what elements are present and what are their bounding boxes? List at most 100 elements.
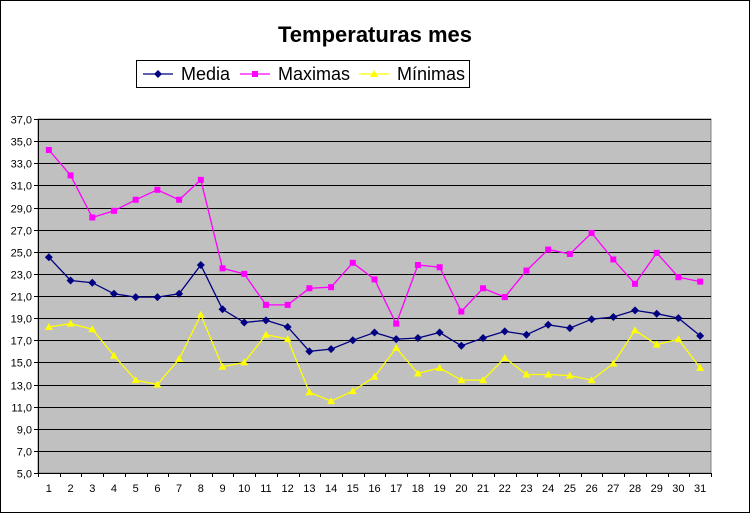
data-point-maximas [545, 246, 552, 253]
y-tick-label: 19,0 [11, 314, 32, 326]
data-point-minimas [175, 355, 184, 363]
data-point-media [435, 328, 444, 337]
data-point-minimas [457, 376, 466, 384]
data-point-minimas [66, 319, 75, 327]
data-point-minimas [88, 325, 97, 333]
y-tick-label: 5,0 [17, 469, 32, 481]
y-tick-label: 9,0 [17, 425, 32, 437]
x-tick-label: 2 [68, 483, 74, 495]
data-point-minimas [674, 335, 683, 343]
x-tick-label: 30 [672, 483, 684, 495]
data-point-minimas [131, 376, 140, 384]
data-point-minimas [565, 371, 574, 379]
data-point-minimas [44, 322, 53, 330]
y-tick-label: 23,0 [11, 270, 32, 282]
data-point-minimas [522, 370, 531, 378]
x-tick-label: 22 [499, 483, 511, 495]
data-point-maximas [480, 285, 487, 292]
x-tick-label: 28 [629, 483, 641, 495]
data-point-minimas [218, 362, 227, 370]
y-tick-label: 35,0 [11, 137, 32, 149]
data-point-minimas [327, 397, 336, 405]
data-point-maximas [436, 264, 443, 271]
data-point-media [652, 309, 661, 318]
data-point-minimas [652, 340, 661, 348]
x-tick-label: 24 [542, 483, 554, 495]
legend-label-media: Media [181, 64, 231, 84]
x-tick-label: 16 [368, 483, 380, 495]
x-tick-label: 12 [282, 483, 294, 495]
data-point-media [109, 289, 118, 298]
data-point-maximas [458, 308, 465, 315]
data-point-minimas [696, 363, 705, 371]
data-point-maximas [154, 186, 161, 193]
data-point-maximas [241, 270, 248, 277]
data-point-maximas [566, 250, 573, 257]
data-point-minimas [283, 335, 292, 343]
x-tick-label: 11 [260, 483, 271, 495]
x-tick-label: 10 [238, 483, 250, 495]
x-tick-label: 19 [434, 483, 446, 495]
data-point-minimas [109, 351, 118, 359]
data-point-maximas [632, 280, 639, 287]
x-tick-label: 8 [198, 483, 204, 495]
data-point-maximas [262, 301, 269, 308]
data-point-maximas [197, 176, 204, 183]
data-point-media [348, 336, 357, 345]
data-point-minimas [609, 359, 618, 367]
data-point-media [413, 334, 422, 343]
data-point-media [305, 347, 314, 356]
chart-title: Temperaturas mes [277, 22, 472, 47]
data-point-minimas [631, 326, 640, 334]
legend-swatch-minimas [359, 70, 389, 77]
data-point-media [674, 314, 683, 323]
legend-label-minimas: Mínimas [397, 64, 466, 84]
data-point-media [327, 345, 336, 354]
y-tick-label: 31,0 [11, 181, 32, 193]
x-tick-label: 27 [607, 483, 619, 495]
x-tick-label: 9 [219, 483, 225, 495]
data-point-media [153, 293, 162, 302]
data-point-minimas [370, 372, 379, 380]
legend-item-minimas: Mínimas [357, 61, 467, 87]
data-point-minimas [305, 388, 314, 396]
data-point-media [88, 278, 97, 287]
y-tick-label: 13,0 [11, 381, 32, 393]
data-point-media [175, 289, 184, 298]
data-point-minimas [348, 387, 357, 395]
data-point-media [261, 316, 270, 325]
x-tick-label: 17 [390, 483, 402, 495]
data-point-minimas [544, 370, 553, 378]
data-point-maximas [89, 214, 96, 221]
legend-item-maximas: Maximas [238, 61, 356, 87]
data-point-media [522, 330, 531, 339]
data-point-media [631, 306, 640, 315]
data-point-maximas [110, 207, 117, 214]
data-point-maximas [132, 196, 139, 203]
data-point-media [500, 327, 509, 336]
data-point-maximas [523, 267, 530, 274]
y-tick-label: 15,0 [11, 358, 32, 370]
data-point-minimas [413, 369, 422, 377]
data-point-media [587, 315, 596, 324]
data-point-media [392, 335, 401, 344]
x-tick-label: 18 [412, 483, 424, 495]
data-point-maximas [349, 259, 356, 266]
x-tick-label: 1 [46, 483, 52, 495]
legend-swatch-maximas [240, 71, 270, 77]
y-tick-label: 7,0 [17, 447, 32, 459]
data-point-maximas [176, 196, 183, 203]
legend-swatch-media [143, 70, 173, 78]
data-point-media [131, 293, 140, 302]
data-point-media [565, 324, 574, 333]
data-point-media [544, 320, 553, 329]
data-point-maximas [371, 276, 378, 283]
x-tick-label: 7 [176, 483, 182, 495]
data-point-minimas [392, 343, 401, 351]
data-point-minimas [587, 376, 596, 384]
y-tick-label: 21,0 [11, 292, 32, 304]
x-tick-label: 3 [89, 483, 95, 495]
data-point-minimas [153, 380, 162, 388]
x-tick-label: 31 [694, 483, 706, 495]
